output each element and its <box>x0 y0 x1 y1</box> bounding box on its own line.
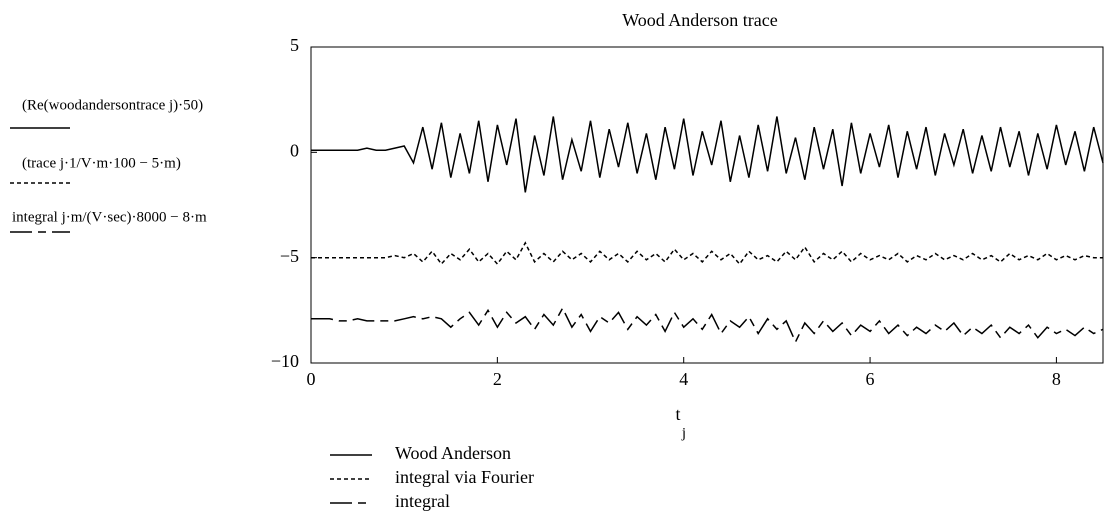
series-line <box>311 241 1103 266</box>
chart-title: Wood Anderson trace <box>622 10 778 30</box>
series-line <box>311 116 1104 193</box>
series-line <box>311 306 1104 344</box>
x-tick-label: 8 <box>1052 369 1061 389</box>
x-axis-label-subscript: j <box>681 425 686 441</box>
y-axis-label: (trace j·1/V·m·100 − 5·m) <box>22 155 181 171</box>
y-tick-label: 5 <box>290 35 299 55</box>
y-axis-label: integral j·m/(V·sec)·8000 − 8·m <box>12 209 207 225</box>
legend-label: Wood Anderson <box>395 443 511 463</box>
x-tick-label: 2 <box>493 369 502 389</box>
legend-label: integral via Fourier <box>395 467 534 487</box>
x-axis-label: t <box>675 404 680 424</box>
y-axis-label: (Re(woodandersontrace j)·50) <box>22 97 203 113</box>
x-tick-label: 4 <box>679 369 688 389</box>
x-tick-label: 0 <box>307 369 316 389</box>
plot-frame <box>310 46 1104 364</box>
legend-label: integral <box>395 491 450 511</box>
y-tick-label: 0 <box>290 140 299 160</box>
y-tick-label: −5 <box>280 246 299 266</box>
y-tick-label: −10 <box>271 351 299 371</box>
x-tick-label: 6 <box>866 369 875 389</box>
